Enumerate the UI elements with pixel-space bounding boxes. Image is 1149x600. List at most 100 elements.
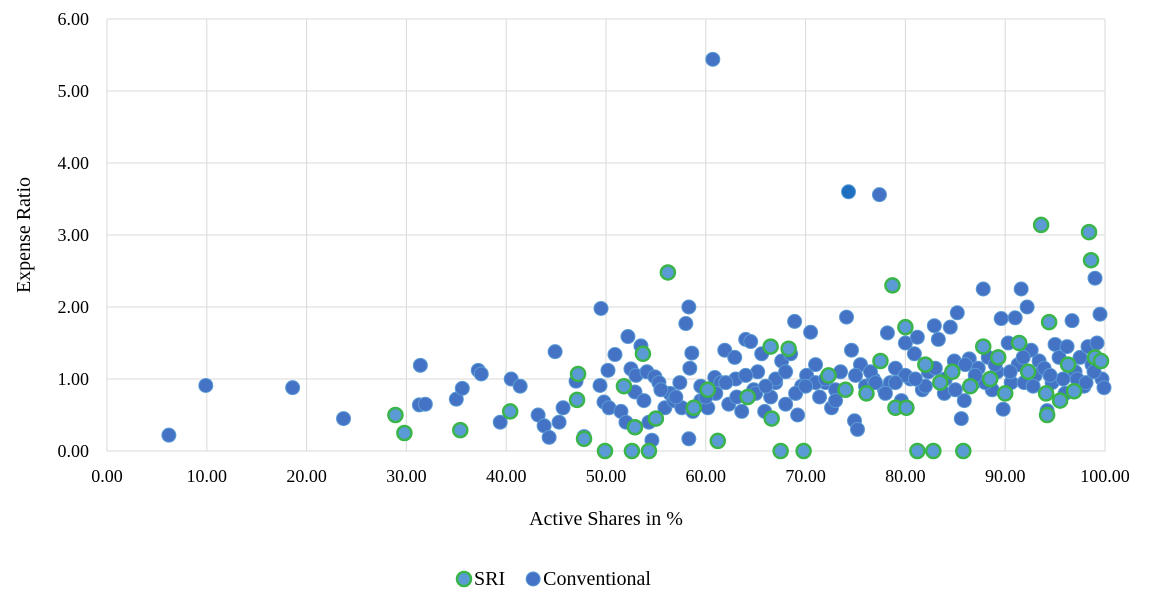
y-axis-ticks: 0.00 1.00 2.00 3.00 4.00 5.00 6.00 [58,9,90,461]
sri-point [772,442,789,460]
conventional-point [790,407,806,423]
x-tick-label: 90.00 [985,466,1026,486]
conventional-point [684,345,700,361]
sri-point [596,442,614,460]
conventional-point [705,51,721,67]
conventional-point [607,347,623,363]
sri-point [1038,406,1056,424]
conventional-point [454,380,470,396]
y-tick-label: 5.00 [58,81,90,101]
conventional-point [668,389,684,405]
conventional-point [849,421,865,437]
conventional-point [1013,281,1029,297]
conventional-point [285,380,301,396]
y-axis-title: Expense Ratio [13,177,35,293]
conventional-point [492,414,508,430]
conventional-point [592,377,608,393]
conventional-point [803,324,819,340]
sri-point [955,442,972,460]
conventional-point [877,385,893,401]
sri-point [962,377,979,395]
conventional-point [995,401,1011,417]
y-tick-label: 2.00 [58,297,90,317]
conventional-point [897,335,913,351]
conventional-point [758,378,774,394]
conventional-point [734,403,750,419]
sri-point [685,399,703,417]
conventional-point [1087,270,1103,286]
sri-point [884,277,901,294]
conventional-point [841,184,857,200]
conventional-point [798,378,814,394]
conventional-point [787,313,803,329]
conventional-legend-marker [525,571,541,587]
conventional-point [547,344,563,360]
x-tick-label: 100.00 [1080,466,1130,486]
x-tick-label: 10.00 [187,466,228,486]
sri-point [387,406,404,424]
conventional-point [812,389,828,405]
conventional-point [551,414,567,430]
conventional-point [1002,364,1018,380]
conventional-point [930,331,946,347]
conventional-point [541,429,557,445]
sri-point [932,374,949,391]
x-axis-title: Active Shares in % [529,508,683,530]
sri-point [1019,363,1037,381]
y-tick-label: 4.00 [58,153,90,173]
x-axis-ticks: 0.00 10.00 20.00 30.00 40.00 50.00 60.00 70.00 8… [91,466,1130,486]
conventional-point [808,357,824,373]
conventional-point [1078,375,1094,391]
conventional-point [1064,313,1080,329]
conventional-point [1092,306,1108,322]
conventional-point [993,311,1009,327]
conventional-point [844,342,860,358]
conventional-point [161,427,177,443]
conventional-point [682,360,698,376]
sri-point [837,381,854,399]
sri-point [981,370,999,388]
sri-point [917,356,934,373]
y-tick-label: 3.00 [58,225,90,245]
conventional-point [681,299,697,315]
sri-point [1040,313,1058,331]
sri-point [763,410,780,427]
sri-point [795,442,812,460]
conventional-point [778,396,794,412]
y-tick-label: 1.00 [58,369,90,389]
conventional-point [1007,310,1023,326]
sri-point [762,338,779,355]
conventional-point [593,300,609,316]
sri-point [575,430,593,448]
sri-point [925,442,942,460]
sri-point [569,365,587,383]
conventional-point [1042,367,1058,383]
conventional-point [1019,299,1035,315]
conventional-point [909,329,925,345]
data-points [161,51,1112,460]
legend: SRI Conventional [455,568,651,590]
conventional-point [879,325,895,341]
sri-legend-marker [455,570,473,588]
sri-point [1082,251,1100,269]
sri-point [709,432,727,450]
conventional-point [727,349,743,365]
conventional-point [718,375,734,391]
sri-point [1051,392,1069,409]
conventional-point [600,362,616,378]
x-tick-label: 20.00 [286,466,327,486]
conventional-point [953,411,969,427]
conventional-point [678,316,694,332]
x-tick-label: 50.00 [586,466,627,486]
conventional-point [887,375,903,391]
conventional-point [867,375,883,391]
sri-point [640,442,658,460]
sri-point [1032,216,1050,234]
y-tick-label: 0.00 [58,441,90,461]
sri-point [615,377,633,395]
conventional-point [1096,380,1112,396]
sri-point [634,345,652,363]
conventional-point [636,393,652,409]
conventional-point [942,319,958,335]
